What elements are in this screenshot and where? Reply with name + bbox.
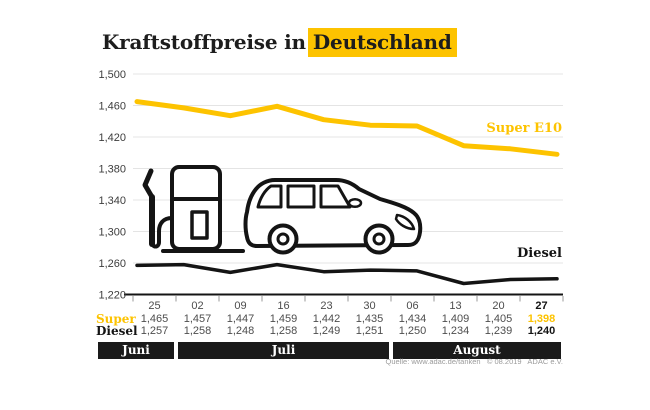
- super-value: 1,442: [312, 313, 341, 325]
- diesel-row-label: Diesel: [96, 324, 138, 338]
- date-label: 06: [406, 300, 419, 312]
- page-title: Kraftstoffpreise in Deutschland: [102, 28, 457, 57]
- super-value: 1,398: [527, 313, 556, 325]
- y-axis-label: 1,500: [98, 69, 126, 81]
- diesel-value: 1,240: [527, 325, 556, 337]
- date-label: 09: [234, 300, 247, 312]
- diesel-value: 1,239: [484, 325, 513, 337]
- super-value: 1,434: [398, 313, 427, 325]
- super-value: 1,465: [140, 313, 169, 325]
- date-label: 27: [535, 300, 548, 312]
- super-value: 1,457: [183, 313, 212, 325]
- month-band-juli: Juli: [178, 342, 389, 359]
- super-row-label: Super: [96, 312, 136, 326]
- super-value: 1,447: [226, 313, 255, 325]
- y-axis-label: 1,340: [98, 195, 126, 207]
- date-label: 13: [449, 300, 462, 312]
- series-label-super-e10: Super E10: [486, 121, 562, 136]
- date-label: 02: [191, 300, 204, 312]
- diesel-value: 1,257: [140, 325, 169, 337]
- diesel-value: 1,251: [355, 325, 384, 337]
- y-axis-label: 1,220: [98, 290, 126, 302]
- super-value: 1,405: [484, 313, 513, 325]
- super-value: 1,435: [355, 313, 384, 325]
- date-label: 23: [320, 300, 333, 312]
- date-label: 30: [363, 300, 376, 312]
- diesel-value: 1,258: [183, 325, 212, 337]
- date-label: 25: [148, 300, 161, 312]
- month-band-juni: Juni: [98, 342, 174, 359]
- y-axis-label: 1,380: [98, 164, 126, 176]
- line-super: [134, 99, 560, 157]
- diesel-value: 1,258: [269, 325, 298, 337]
- y-axis-label: 1,460: [98, 101, 126, 113]
- series-label-diesel: Diesel: [516, 246, 562, 261]
- y-axis-label: 1,420: [98, 132, 126, 144]
- car-icon: [243, 178, 423, 255]
- fuel-pump-icon: [142, 165, 245, 253]
- super-value: 1,409: [441, 313, 470, 325]
- diesel-value: 1,234: [441, 325, 470, 337]
- y-axis-label: 1,260: [98, 258, 126, 270]
- diesel-value: 1,249: [312, 325, 341, 337]
- line-diesel: [135, 262, 559, 286]
- diesel-value: 1,248: [226, 325, 255, 337]
- source-note: Quelle: www.adac.de/tanken © 08.2019 ADA…: [385, 357, 563, 366]
- y-axis-label: 1,300: [98, 227, 126, 239]
- title-text: Kraftstoffpreise in: [102, 30, 306, 54]
- date-label: 16: [277, 300, 290, 312]
- title-highlight: Deutschland: [307, 28, 457, 57]
- price-table: 25 1,465 1,257 02 1,457 1,258 09 1,447 1,248 16 1,…: [96, 299, 563, 359]
- month-band-august: August: [393, 342, 561, 359]
- series-layer: [134, 99, 560, 286]
- super-value: 1,459: [269, 313, 298, 325]
- date-label: 20: [492, 300, 505, 312]
- diesel-value: 1,250: [398, 325, 427, 337]
